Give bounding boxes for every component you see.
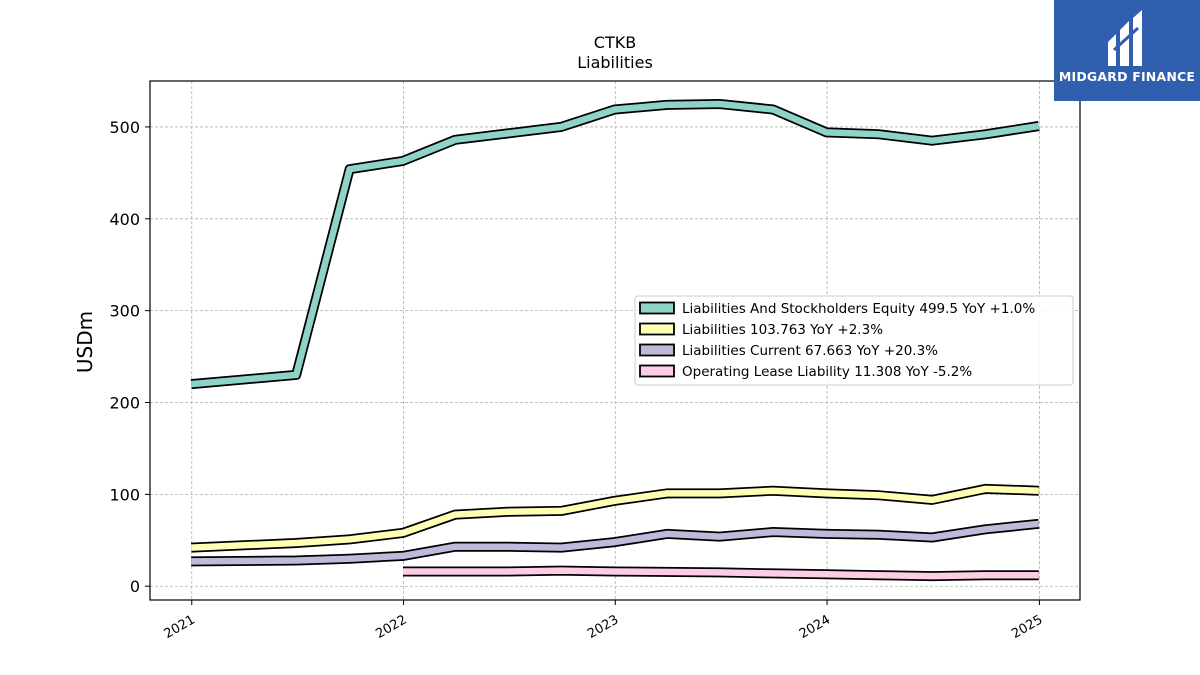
y-axis-ticks: 0 100 200 300 400 500 [109, 118, 150, 596]
y-tick-label: 300 [109, 302, 140, 321]
series-line [191, 485, 1039, 551]
x-tick-label: 2025 [1009, 612, 1045, 642]
y-tick-label: 500 [109, 118, 140, 137]
y-tick-label: 200 [109, 394, 140, 413]
series-layer [190, 99, 1040, 582]
y-tick-label: 400 [109, 210, 140, 229]
legend-swatch [639, 322, 675, 336]
brand-logo: MIDGARD FINANCE [1054, 0, 1200, 101]
legend-swatch [639, 364, 675, 378]
series-line [190, 100, 1040, 388]
legend-entry: Liabilities And Stockholders Equity 499.… [682, 301, 1035, 317]
x-tick-label: 2021 [162, 612, 198, 642]
legend: Liabilities And Stockholders Equity 499.… [634, 295, 1074, 386]
legend-entry: Liabilities 103.763 YoY +2.3% [682, 322, 883, 338]
legend-swatch [639, 301, 675, 315]
legend-swatch [639, 343, 675, 357]
y-axis-label: USDm [73, 311, 97, 373]
logo-text: MIDGARD FINANCE [1058, 69, 1196, 84]
y-tick-label: 100 [109, 485, 140, 504]
legend-entry: Operating Lease Liability 11.308 YoY -5.… [682, 364, 972, 380]
x-tick-label: 2023 [585, 612, 621, 642]
grid-lines [150, 81, 1080, 600]
legend-box [634, 295, 1074, 386]
logo-mark-icon [1108, 10, 1142, 66]
x-tick-label: 2022 [373, 612, 409, 642]
chart-subtitle: Liabilities [577, 53, 653, 72]
series-line [403, 567, 1039, 580]
chart-title: CTKB [594, 33, 636, 52]
x-tick-label: 2024 [797, 612, 833, 642]
x-axis-ticks: 2021 2022 2023 2024 2025 [162, 600, 1045, 642]
series-line [191, 520, 1040, 565]
legend-entry: Liabilities Current 67.663 YoY +20.3% [682, 343, 938, 359]
y-tick-label: 0 [130, 577, 140, 596]
